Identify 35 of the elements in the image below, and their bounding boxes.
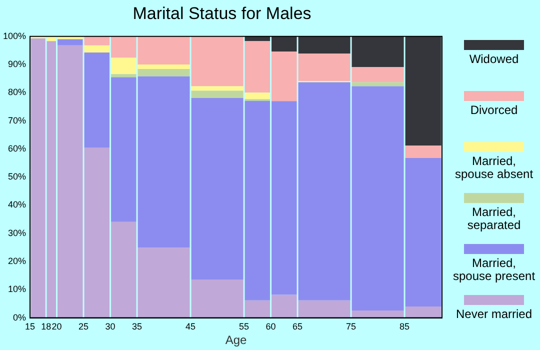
legend-label: Married, spouse absent — [454, 154, 534, 181]
y-tick-label: 20% — [8, 256, 26, 266]
y-tick-label: 60% — [8, 143, 26, 154]
y-tick-label: 0% — [13, 312, 26, 322]
x-tick-label: 75 — [346, 322, 356, 332]
x-tick-label: 55 — [239, 322, 250, 332]
x-tick-label: 85 — [400, 322, 410, 332]
y-tick-label: 10% — [8, 284, 26, 294]
y-tick-label: 90% — [8, 59, 26, 70]
y-tick-label: 40% — [8, 200, 26, 210]
y-tick-label: 70% — [8, 115, 26, 126]
bar — [84, 45, 110, 52]
x-tick-label: 30 — [105, 322, 116, 332]
bar — [191, 90, 244, 98]
chart-title: Marital Status for Males — [132, 4, 312, 23]
x-tick-label: 35 — [132, 322, 142, 332]
legend-label: Married, separated — [466, 205, 522, 232]
legend-label: Divorced — [469, 103, 519, 117]
x-tick-label: 18 — [41, 322, 52, 332]
x-tick-label: 60 — [266, 322, 276, 332]
legend-label: Never married — [454, 307, 534, 321]
legend-label: Widowed — [468, 52, 520, 66]
y-tick-label: 50% — [8, 172, 26, 182]
x-tick-label: 20 — [52, 322, 62, 332]
x-tick-label: 25 — [78, 322, 89, 332]
bar — [244, 92, 270, 100]
x-tick-label: 45 — [186, 322, 196, 332]
x-tick-label: 15 — [25, 322, 36, 332]
y-tick-label: 100% — [2, 30, 26, 41]
bar — [405, 146, 442, 158]
legend-label: Married, spouse present — [452, 256, 536, 283]
x-tick-label: 65 — [292, 322, 303, 332]
y-tick-label: 30% — [8, 228, 26, 238]
y-tick-label: 80% — [8, 87, 26, 98]
x-axis-title: Age — [225, 333, 248, 348]
